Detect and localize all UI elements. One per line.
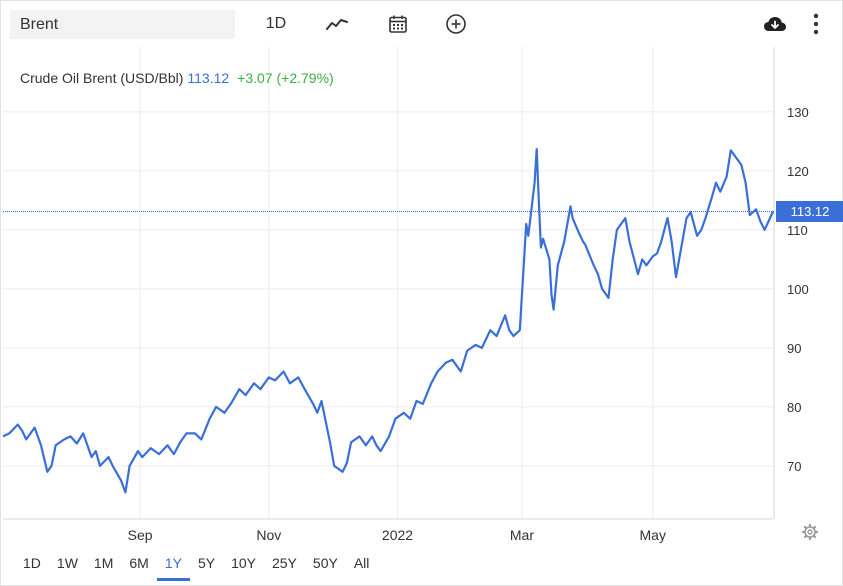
grid (3, 47, 773, 519)
last-price-tag-bg (776, 200, 843, 222)
date-range-button[interactable] (384, 11, 412, 37)
instrument-name: Crude Oil Brent (USD/Bbl) (20, 70, 184, 86)
range-button-5y[interactable]: 5Y (197, 555, 216, 571)
y-tick-label: 100 (787, 282, 809, 297)
gear-icon (801, 523, 819, 541)
line-chart-icon (326, 19, 348, 30)
interval-button[interactable]: 1D (259, 11, 293, 37)
x-axis-labels: Sep Nov 2022 Mar May (128, 527, 666, 543)
y-axis-labels: 70 80 90 100 110 120 130 (787, 105, 809, 474)
range-selector: 1D 1W 1M 6M 1Y 5Y 10Y 25Y 50Y All (15, 549, 377, 583)
settings-button[interactable] (801, 523, 819, 541)
x-tick-label: 2022 (382, 527, 413, 543)
range-button-10y[interactable]: 10Y (231, 555, 256, 571)
y-tick-label: 70 (787, 459, 801, 474)
range-button-25y[interactable]: 25Y (271, 555, 297, 571)
last-price-tag-label: 113.12 (791, 204, 830, 219)
legend-price: 113.12 (187, 70, 230, 86)
range-button-1w[interactable]: 1W (56, 555, 78, 571)
y-tick-label: 80 (787, 400, 801, 415)
compare-button[interactable] (443, 11, 469, 37)
cloud-download-icon (764, 17, 786, 31)
range-button-6m[interactable]: 6M (129, 555, 149, 571)
x-tick-label: May (640, 527, 666, 543)
range-button-all[interactable]: All (353, 555, 370, 571)
y-tick-label: 110 (787, 223, 808, 238)
y-tick-label: 120 (787, 164, 809, 179)
search-input[interactable] (10, 10, 235, 39)
more-vertical-icon (813, 13, 819, 35)
x-tick-label: Nov (256, 527, 281, 543)
range-button-1y[interactable]: 1Y (156, 549, 191, 583)
x-tick-label: Mar (510, 527, 534, 543)
chart-type-button[interactable] (322, 11, 352, 37)
range-button-1m[interactable]: 1M (93, 555, 114, 571)
y-tick-label: 130 (787, 105, 809, 120)
more-menu-button[interactable] (805, 11, 827, 37)
calendar-icon (389, 15, 407, 33)
range-button-50y[interactable]: 50Y (312, 555, 338, 571)
chart-legend: Crude Oil Brent (USD/Bbl) 113.12 +3.07 (+2… (20, 70, 334, 86)
interval-label: 1D (265, 15, 287, 32)
series-line (2, 148, 775, 494)
toolbar: 1D (1, 1, 843, 47)
add-circle-icon (446, 14, 466, 34)
download-button[interactable] (761, 11, 789, 37)
range-button-1d[interactable]: 1D (23, 555, 41, 571)
y-tick-label: 90 (787, 341, 801, 356)
price-chart[interactable]: 70 80 90 100 110 120 130 Sep Nov 2022 Mar May 113.… (1, 47, 843, 543)
last-price-tag: 113.12 (776, 200, 843, 222)
x-tick-label: Sep (128, 527, 153, 543)
legend-change: +3.07 (+2.79%) (237, 70, 334, 86)
